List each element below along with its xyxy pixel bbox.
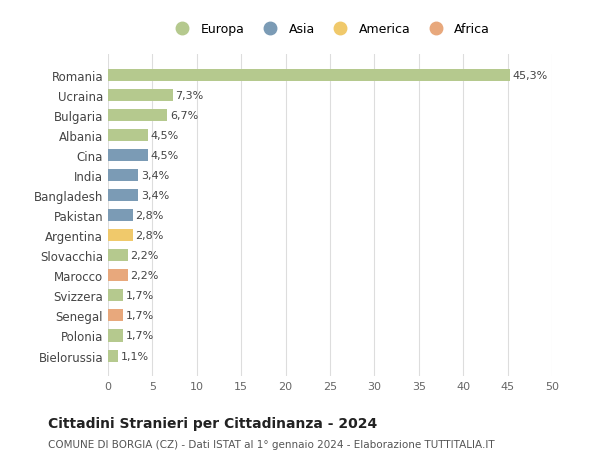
- Bar: [108, 250, 128, 262]
- Legend: Europa, Asia, America, Africa: Europa, Asia, America, Africa: [166, 20, 494, 40]
- Text: COMUNE DI BORGIA (CZ) - Dati ISTAT al 1° gennaio 2024 - Elaborazione TUTTITALIA.: COMUNE DI BORGIA (CZ) - Dati ISTAT al 1°…: [48, 440, 494, 449]
- Text: 1,7%: 1,7%: [126, 331, 154, 341]
- Bar: [108, 70, 510, 82]
- Bar: [108, 290, 123, 302]
- Text: 1,7%: 1,7%: [126, 311, 154, 321]
- Text: Cittadini Stranieri per Cittadinanza - 2024: Cittadini Stranieri per Cittadinanza - 2…: [48, 416, 377, 430]
- Text: 6,7%: 6,7%: [170, 111, 199, 121]
- Bar: [108, 150, 148, 162]
- Text: 2,8%: 2,8%: [136, 231, 164, 241]
- Text: 2,2%: 2,2%: [130, 271, 158, 281]
- Bar: [108, 350, 118, 362]
- Text: 1,7%: 1,7%: [126, 291, 154, 301]
- Text: 3,4%: 3,4%: [141, 191, 169, 201]
- Bar: [108, 90, 173, 102]
- Bar: [108, 190, 138, 202]
- Bar: [108, 230, 133, 242]
- Bar: [108, 110, 167, 122]
- Text: 7,3%: 7,3%: [175, 91, 204, 101]
- Bar: [108, 270, 128, 282]
- Text: 3,4%: 3,4%: [141, 171, 169, 181]
- Text: 1,1%: 1,1%: [121, 351, 149, 361]
- Bar: [108, 210, 133, 222]
- Bar: [108, 330, 123, 342]
- Bar: [108, 170, 138, 182]
- Bar: [108, 130, 148, 142]
- Bar: [108, 310, 123, 322]
- Text: 2,2%: 2,2%: [130, 251, 158, 261]
- Text: 4,5%: 4,5%: [151, 131, 179, 141]
- Text: 45,3%: 45,3%: [513, 71, 548, 81]
- Text: 2,8%: 2,8%: [136, 211, 164, 221]
- Text: 4,5%: 4,5%: [151, 151, 179, 161]
